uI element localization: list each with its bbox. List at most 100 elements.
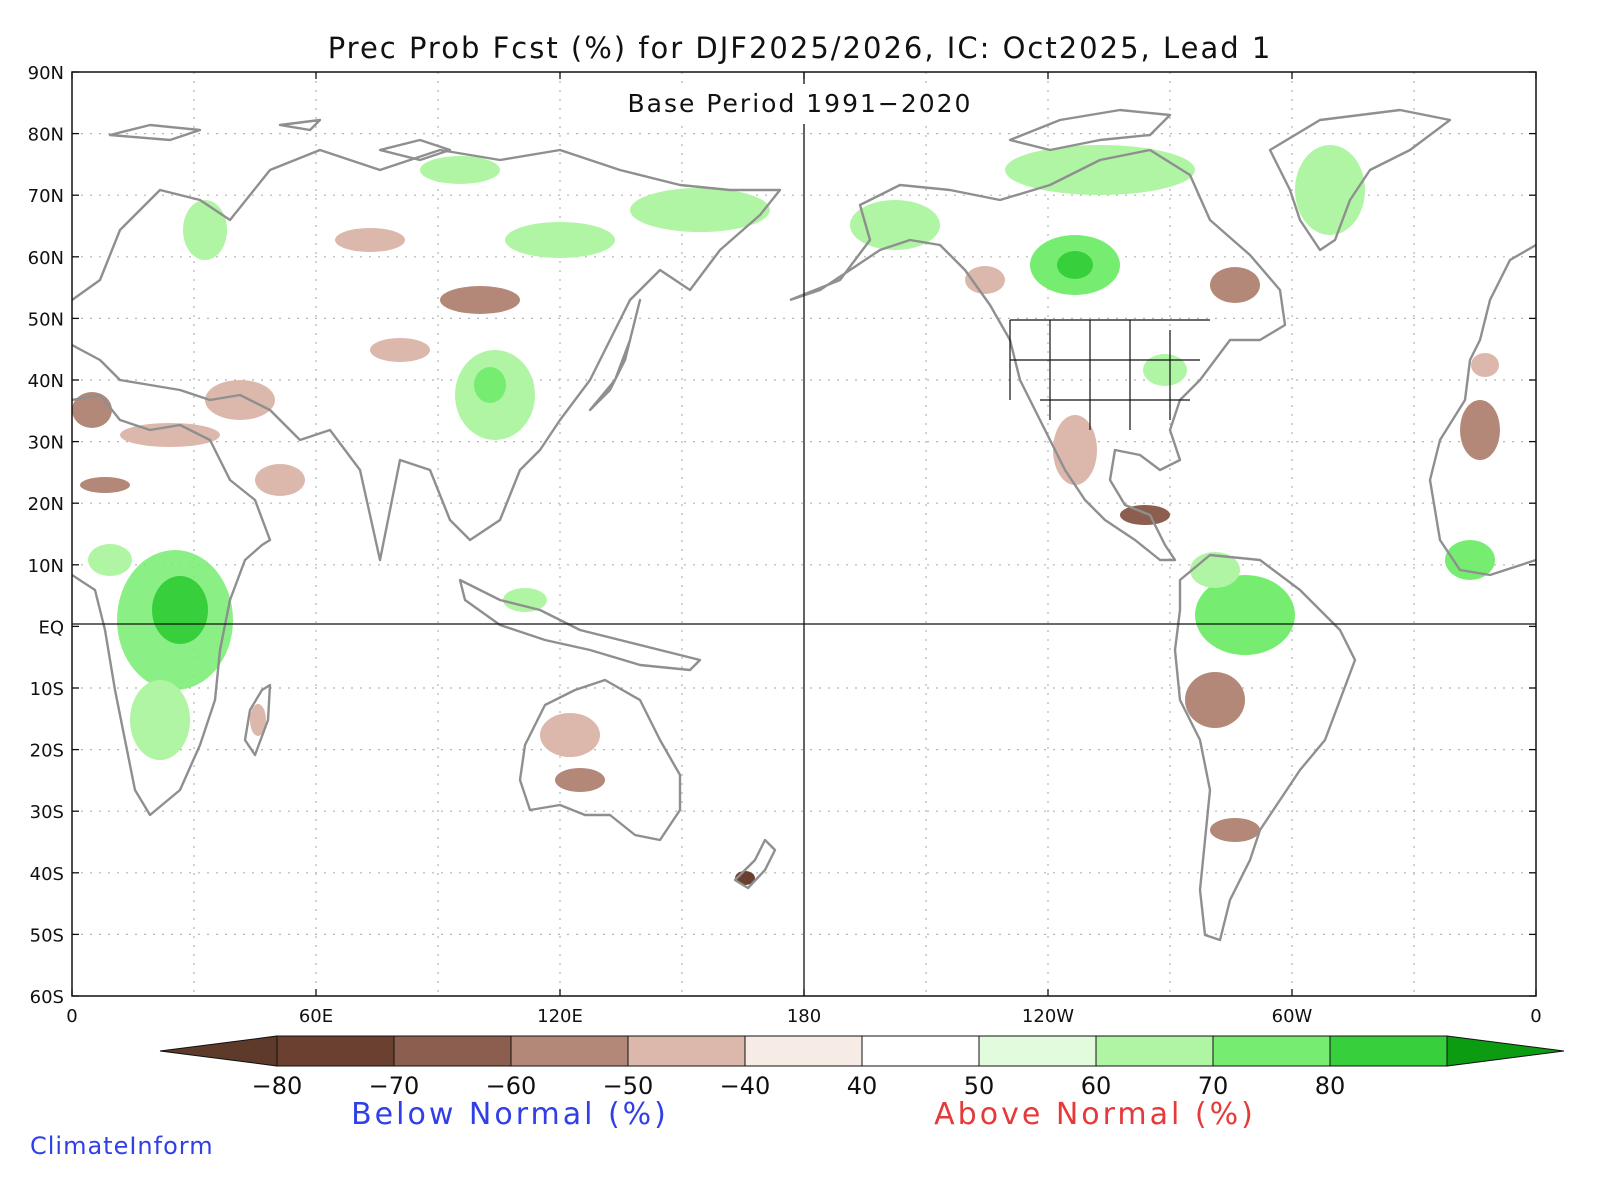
lat-tick-label: 30S bbox=[30, 802, 64, 823]
wet-anomaly-ohio-valley bbox=[1143, 354, 1187, 386]
map-title: Prec Prob Fcst (%) for DJF2025/2026, IC:… bbox=[328, 31, 1273, 65]
wet-anomaly-scandinavia bbox=[183, 200, 227, 260]
lat-tick-label: EQ bbox=[38, 617, 64, 638]
dry-anomaly-middle-east bbox=[205, 380, 275, 420]
lat-tick-label: 30N bbox=[28, 433, 64, 454]
colorbar-label: −60 bbox=[486, 1072, 537, 1100]
coast-south-america bbox=[1173, 553, 1357, 942]
coast-us-interior-borders bbox=[1009, 319, 1210, 430]
dry-anomaly-sahara-west bbox=[80, 477, 130, 493]
colorbar-label: −50 bbox=[603, 1072, 654, 1100]
coast-madagascar bbox=[243, 683, 272, 757]
colorbar-swatch bbox=[393, 1035, 512, 1067]
coast-greenland bbox=[1268, 108, 1452, 252]
lon-tick-label: 60E bbox=[299, 1006, 333, 1027]
wet-anomaly-amazon bbox=[1195, 575, 1295, 655]
colorbar-label: −40 bbox=[720, 1072, 771, 1100]
dry-anomaly-mongolia bbox=[440, 286, 520, 314]
dry-anomaly-iberia bbox=[1471, 353, 1499, 377]
wet-anomaly-greenland bbox=[1295, 145, 1365, 235]
lat-tick-label: 20S bbox=[30, 741, 64, 762]
wet-anomaly-guinea bbox=[1445, 540, 1495, 580]
latitude-ticks: 90N 80N 70N 60N 50N 40N 30N 20N 10N EQ 10S 20S 30S 40… bbox=[28, 63, 1536, 1008]
coast-australia bbox=[518, 678, 682, 842]
dry-anomaly-west-canada bbox=[965, 266, 1005, 294]
coast-africa-west bbox=[72, 393, 272, 817]
lat-tick-label: 10N bbox=[28, 556, 64, 577]
coastlines bbox=[72, 108, 1536, 942]
dry-anomaly-argentina bbox=[1210, 818, 1260, 842]
colorbar-label: 40 bbox=[847, 1072, 878, 1100]
wet-anomaly-siberia bbox=[505, 222, 615, 258]
wet-anomaly-alaska bbox=[850, 200, 940, 250]
wet-anomaly-central-africa-core bbox=[152, 576, 208, 644]
colorbar-swatch bbox=[861, 1035, 980, 1067]
lon-tick-label: 120E bbox=[537, 1006, 583, 1027]
lat-tick-label: 60N bbox=[28, 248, 64, 269]
lon-tick-label: 120W bbox=[1022, 1006, 1074, 1027]
colorbar-label: −70 bbox=[369, 1072, 420, 1100]
wet-anomaly-maritime bbox=[503, 588, 547, 612]
wet-anomaly-kara bbox=[420, 156, 500, 184]
colorbar-swatch bbox=[744, 1035, 863, 1067]
dry-anomaly-arabia bbox=[255, 464, 305, 496]
colorbar-label: 80 bbox=[1315, 1072, 1346, 1100]
lat-tick-label: 40S bbox=[30, 864, 64, 885]
colorbar: −80 −70 −60 −50 −40 40 50 60 70 80 bbox=[159, 1035, 1565, 1100]
lat-tick-label: 10S bbox=[30, 679, 64, 700]
dry-anomaly-north-africa-east bbox=[1460, 400, 1500, 460]
credit-label: ClimateInform bbox=[30, 1132, 214, 1160]
coast-arctic-islands bbox=[108, 108, 1172, 162]
lat-tick-label: 20N bbox=[28, 494, 64, 515]
longitude-ticks: 0 60E 120E 180 120W 60W 0 bbox=[66, 72, 1542, 1027]
colorbar-label: 60 bbox=[1081, 1072, 1112, 1100]
coast-indonesia bbox=[458, 578, 702, 672]
colorbar-swatch bbox=[978, 1035, 1097, 1067]
coast-north-america bbox=[789, 148, 1287, 562]
colorbar-swatch bbox=[276, 1035, 395, 1067]
map-subtitle: Base Period 1991−2020 bbox=[628, 89, 973, 118]
colorbar-swatch bbox=[510, 1035, 629, 1067]
colorbar-arrow-below bbox=[159, 1035, 278, 1067]
dry-anomaly-australia bbox=[555, 768, 605, 792]
colorbar-label: −80 bbox=[252, 1072, 303, 1100]
wet-anomaly-east-siberia bbox=[630, 188, 770, 232]
colorbar-swatch bbox=[1329, 1035, 1448, 1067]
lon-tick-label: 0 bbox=[66, 1006, 77, 1027]
dry-anomaly-tibet bbox=[370, 338, 430, 362]
wet-anomaly-arctic-canada bbox=[1005, 145, 1195, 195]
coast-europe-asia bbox=[72, 148, 782, 562]
subtitle-backdrop bbox=[600, 84, 1000, 124]
above-normal-label: Above Normal (%) bbox=[934, 1097, 1256, 1132]
lat-tick-label: 70N bbox=[28, 186, 64, 207]
wet-anomaly-southern-africa bbox=[130, 680, 190, 760]
lon-tick-label: 0 bbox=[1530, 1006, 1541, 1027]
coast-new-zealand bbox=[733, 838, 777, 890]
colorbar-arrow-above bbox=[1446, 1035, 1565, 1067]
dry-anomaly-central-america bbox=[1120, 505, 1170, 525]
lon-tick-label: 60W bbox=[1272, 1006, 1313, 1027]
lat-tick-label: 60S bbox=[30, 987, 64, 1008]
wet-anomaly-west-africa bbox=[88, 544, 132, 576]
lat-tick-label: 90N bbox=[28, 63, 64, 84]
colorbar-label: 50 bbox=[964, 1072, 995, 1100]
coast-europe-east-edge bbox=[1428, 243, 1536, 577]
dry-anomaly-australia-north bbox=[540, 713, 600, 757]
colorbar-swatch bbox=[627, 1035, 746, 1067]
lat-tick-label: 50N bbox=[28, 309, 64, 330]
wet-anomaly-canada-core bbox=[1057, 251, 1093, 279]
coast-japan bbox=[588, 298, 642, 412]
colorbar-label: 70 bbox=[1198, 1072, 1229, 1100]
lat-tick-label: 80N bbox=[28, 125, 64, 146]
anomaly-shading bbox=[72, 145, 1500, 885]
dry-anomaly-west-sahara bbox=[72, 392, 112, 428]
map-axes: Base Period 1991−2020 90N 80N 70N 60N 50N 40N… bbox=[28, 63, 1542, 1027]
dry-anomaly-madagascar bbox=[250, 704, 266, 736]
dry-anomaly-andes bbox=[1185, 672, 1245, 728]
colorbar-swatch bbox=[1095, 1035, 1214, 1067]
lat-tick-label: 40N bbox=[28, 371, 64, 392]
lat-tick-label: 50S bbox=[30, 925, 64, 946]
colorbar-swatch bbox=[1212, 1035, 1331, 1067]
